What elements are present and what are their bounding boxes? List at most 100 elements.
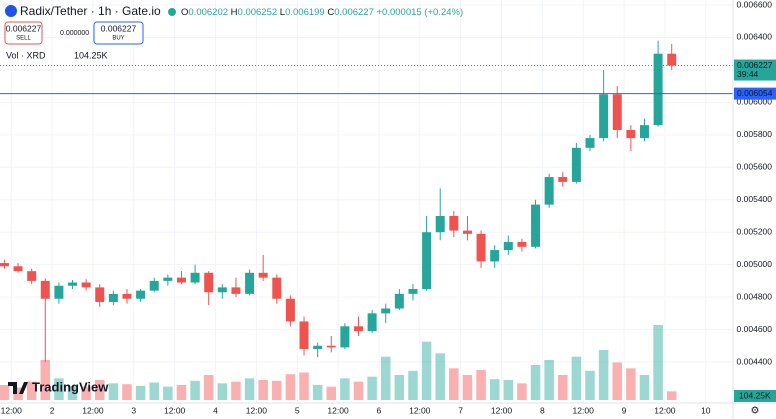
volume-bar xyxy=(530,365,541,400)
sell-button[interactable]: 0.006227 SELL xyxy=(4,21,43,45)
volume-bar xyxy=(135,385,146,400)
candle-body xyxy=(190,272,200,283)
candle-body xyxy=(285,298,295,322)
candle-layer xyxy=(0,40,677,363)
x-tick-label: 10 xyxy=(701,405,711,415)
candle-body xyxy=(503,241,513,251)
y-tick-label: 0.005000 xyxy=(737,259,773,269)
y-tick-label: 0.006600 xyxy=(737,0,773,9)
candle-body xyxy=(585,138,595,148)
x-tick-label: 6 xyxy=(377,405,382,415)
price-lines xyxy=(0,65,733,95)
time-axis-bg xyxy=(0,403,733,419)
volume-bar xyxy=(449,368,459,400)
y-tick-label: 0.005800 xyxy=(737,129,773,139)
volume-bar xyxy=(353,381,364,400)
candle-body xyxy=(517,241,527,247)
sell-box[interactable] xyxy=(4,21,43,45)
ohlc-value: 0.006202 xyxy=(188,7,228,18)
candle-body xyxy=(490,250,500,262)
x-tick-label: 12:00 xyxy=(327,405,349,415)
candle-body xyxy=(612,94,622,130)
ohlc-key: C xyxy=(327,7,334,18)
volume-bar xyxy=(503,380,514,400)
candle-body xyxy=(599,94,609,139)
candle-body xyxy=(258,272,268,278)
ohlc-key: L xyxy=(280,7,285,18)
ohlc-change: +0.000015 (+0.24%) xyxy=(377,7,464,18)
candle-body xyxy=(299,321,309,350)
x-tick-label: 12:00 xyxy=(409,405,431,415)
candle-body xyxy=(81,282,91,288)
candle-body xyxy=(204,272,214,293)
volume-bar xyxy=(299,372,309,400)
volume-bar xyxy=(149,382,159,400)
volume-bar xyxy=(244,378,255,400)
volume-bar xyxy=(421,341,432,400)
y-tick-label: 0.005200 xyxy=(737,226,773,236)
buy-button[interactable]: 0.006227 BUY xyxy=(93,21,144,45)
volume-bar xyxy=(435,353,445,400)
price-line-tag xyxy=(734,87,776,100)
candle-body xyxy=(449,215,459,231)
candle-body xyxy=(639,125,649,139)
sell-label[interactable]: SELL xyxy=(16,36,31,42)
candle-body xyxy=(462,230,472,234)
volume-bar xyxy=(163,386,173,400)
volume-tag-label: 104.25K xyxy=(739,390,771,400)
settings-icon[interactable]: ⚙ xyxy=(751,406,760,417)
volume-bar xyxy=(203,375,214,400)
volume-bar xyxy=(258,380,268,400)
price-line-label: 0.006054 xyxy=(737,88,773,98)
candle-body xyxy=(394,293,404,309)
candle-body xyxy=(95,287,105,302)
volume-tag xyxy=(734,390,776,402)
candle-body xyxy=(176,277,186,283)
y-tick-label: 0.006400 xyxy=(737,32,773,42)
buy-price[interactable]: 0.006227 xyxy=(101,23,137,33)
volume-bar xyxy=(462,375,473,400)
volume-bar xyxy=(26,381,37,400)
volume-bar xyxy=(517,383,527,400)
buy-box[interactable] xyxy=(93,21,144,45)
x-tick-label: 4 xyxy=(213,405,218,415)
volume-bar xyxy=(13,387,23,400)
last-price-label: 0.006227 xyxy=(737,60,773,70)
symbol: Radix/Tether · 1h · Gate.io xyxy=(20,4,161,18)
candle-body xyxy=(217,287,227,293)
volume-bar xyxy=(231,381,241,400)
volume-bar xyxy=(176,385,187,400)
x-tick-label: 2 xyxy=(50,405,55,415)
x-tick-label: 3 xyxy=(131,405,136,415)
candle-body xyxy=(68,282,78,286)
volume-bar xyxy=(380,356,391,400)
candle-body xyxy=(354,326,363,332)
volume-bar xyxy=(476,370,486,400)
sell-price[interactable]: 0.006227 xyxy=(6,23,42,33)
candle-body xyxy=(558,177,568,182)
volume-bar xyxy=(558,375,568,400)
volume-bar xyxy=(272,380,282,400)
logo: TradingView xyxy=(8,379,109,394)
y-tick-label: 0.004800 xyxy=(737,291,773,301)
x-tick-label: 12:00 xyxy=(82,405,104,415)
volume-bar xyxy=(67,385,78,400)
volume-bar xyxy=(394,375,405,400)
y-tick-label: 0.005600 xyxy=(737,162,773,172)
y-tick-label: 0.005400 xyxy=(737,194,773,204)
volume-bar xyxy=(612,362,623,400)
volume-bar xyxy=(340,378,350,400)
ohlc-value: 0.006252 xyxy=(238,7,278,18)
countdown-label: 39:44 xyxy=(737,69,759,79)
volume-legend: Vol · XRD xyxy=(6,50,46,60)
status-dot xyxy=(168,8,176,16)
buy-label[interactable]: BUY xyxy=(112,36,124,42)
candle-body xyxy=(667,53,677,66)
ohlc-value: 0.006199 xyxy=(285,7,325,18)
candle-body xyxy=(367,313,377,332)
volume-bar xyxy=(367,376,377,400)
grid xyxy=(0,0,733,403)
volume-bar xyxy=(217,383,228,400)
volume-bar xyxy=(108,383,119,400)
